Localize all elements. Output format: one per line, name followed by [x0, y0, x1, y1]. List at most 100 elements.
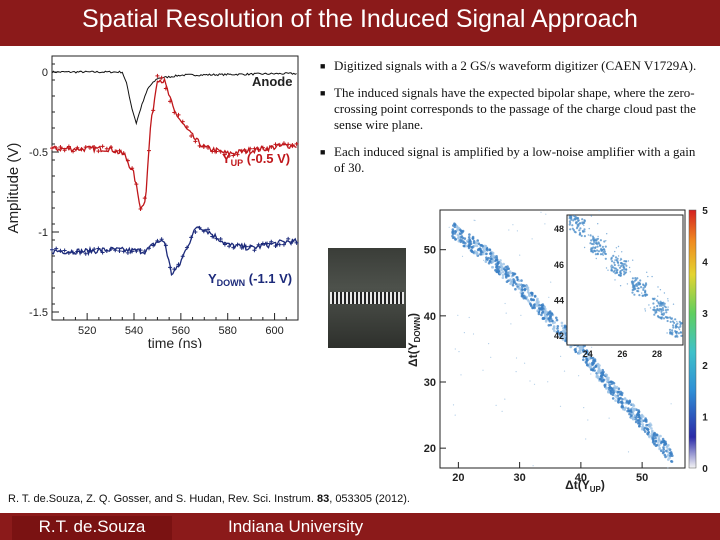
heatmap-point	[632, 408, 635, 411]
inset-point	[619, 259, 621, 262]
inset-point	[657, 316, 660, 319]
bullet-text: The induced signals have the expected bi…	[334, 85, 696, 132]
data-point	[239, 245, 244, 250]
heatmap-point	[586, 352, 590, 356]
background-point	[519, 254, 521, 256]
inset-point	[599, 244, 602, 247]
data-point	[109, 246, 114, 251]
inset-point	[627, 260, 630, 262]
inset-point	[632, 259, 634, 261]
inset-point	[678, 328, 681, 331]
heatmap-point	[612, 389, 615, 392]
heatmap-point	[461, 230, 464, 234]
inset-point	[615, 247, 618, 249]
data-point	[172, 267, 177, 272]
heatmap-point	[532, 298, 535, 302]
heatmap-point	[655, 443, 659, 447]
heatmap-point	[505, 272, 508, 276]
inset-point	[645, 283, 648, 286]
heatmap-point	[515, 276, 518, 279]
background-point	[591, 346, 593, 348]
inset-point	[660, 310, 663, 313]
data-point	[184, 125, 189, 130]
heatmap-point	[479, 250, 483, 253]
inset-point	[579, 227, 582, 230]
inset-point	[656, 304, 659, 308]
heatmap-point	[485, 256, 488, 259]
inset-point	[579, 222, 582, 225]
heatmap-point	[475, 244, 479, 248]
data-point	[235, 152, 240, 157]
heatmap-point	[488, 259, 492, 263]
inset-point	[634, 277, 637, 280]
inset-point	[657, 286, 659, 288]
heatmap-point	[650, 427, 653, 430]
heatmap-point	[619, 392, 623, 396]
heatmap-point	[531, 306, 534, 309]
heatmap-point	[641, 415, 645, 418]
inset-point	[638, 281, 641, 284]
heatmap-point	[458, 232, 462, 236]
heatmap-x-tick-label: 50	[636, 472, 648, 484]
background-point	[472, 333, 475, 335]
inset-point	[603, 248, 606, 251]
heatmap-point	[605, 386, 608, 390]
heatmap-point	[517, 287, 520, 290]
heatmap-point	[585, 357, 589, 361]
heatmap-point	[482, 252, 485, 256]
inset-point	[579, 233, 582, 236]
inset-point	[591, 242, 594, 246]
inset-point	[611, 256, 613, 258]
background-point	[621, 357, 624, 359]
inset-point	[625, 268, 628, 271]
heatmap-point	[530, 298, 533, 302]
inset-point	[669, 320, 672, 323]
heatmap-y-tick-label: 30	[424, 377, 436, 389]
inset-point	[662, 301, 665, 304]
inset-point	[568, 223, 571, 226]
inset-point	[583, 235, 586, 238]
heatmap-point	[500, 264, 503, 268]
inset-point	[631, 288, 634, 292]
inset-point	[644, 310, 647, 312]
inset-point	[623, 266, 626, 269]
data-point	[79, 147, 84, 152]
citation-volume: 83	[316, 493, 330, 505]
detector-photo	[328, 248, 406, 348]
data-point	[265, 241, 270, 246]
heatmap-point	[514, 287, 517, 291]
inset-point	[599, 239, 602, 242]
heatmap-point	[582, 358, 585, 362]
heatmap-point	[574, 350, 577, 354]
heatmap-point	[611, 381, 615, 384]
inset-point	[621, 251, 623, 253]
heatmap-point	[654, 440, 658, 443]
inset-point	[639, 279, 642, 282]
heatmap-point	[667, 443, 670, 447]
data-point	[125, 250, 130, 255]
data-point	[163, 86, 168, 91]
data-point	[273, 244, 278, 249]
data-point	[104, 146, 109, 151]
colorbar-tick-label: 5	[702, 206, 708, 217]
inset-point	[671, 331, 674, 334]
heatmap-point	[544, 307, 547, 311]
heatmap-point	[510, 281, 513, 285]
inset-y-tick-label: 42	[554, 331, 564, 341]
heatmap-point	[631, 412, 635, 416]
data-point	[294, 141, 299, 146]
heatmap-point	[509, 278, 512, 281]
inset-point	[614, 279, 616, 281]
data-point	[146, 246, 151, 251]
background-point	[510, 323, 512, 325]
heatmap-point	[591, 356, 595, 360]
heatmap-point	[647, 431, 650, 434]
background-point	[482, 369, 484, 371]
inset-point	[607, 269, 609, 271]
heatmap-point	[495, 258, 499, 262]
heatmap-point	[659, 434, 662, 438]
heatmap-point	[467, 245, 471, 248]
heatmap-point	[551, 327, 555, 331]
data-point	[96, 149, 101, 154]
